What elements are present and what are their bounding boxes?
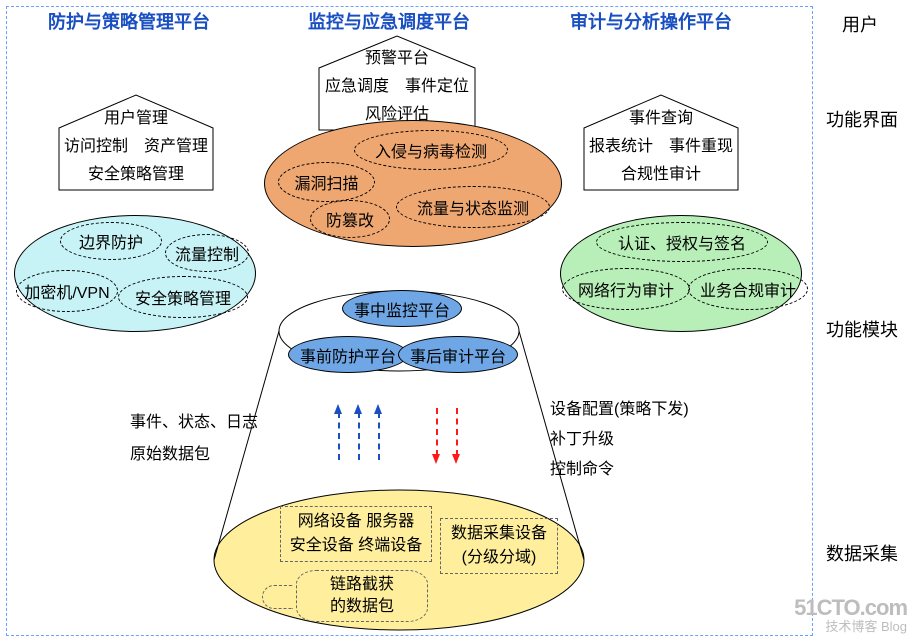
- item-sec-policy: 安全策略管理: [118, 276, 248, 318]
- left-midtext-0: 事件、状态、日志: [130, 408, 258, 432]
- item-net-audit: 网络行为审计: [562, 268, 690, 310]
- pc-line1: 应急调度 事件定位: [325, 73, 469, 101]
- up-arrow-1-head: [334, 404, 342, 414]
- dn-arrow-2-line: [456, 408, 458, 456]
- platform-during: 事中监控平台: [342, 290, 462, 327]
- box-devices: 网络设备 服务器 安全设备 终端设备: [280, 506, 432, 562]
- box-devices-l1: 安全设备 终端设备: [290, 534, 422, 558]
- box-devices-l0: 网络设备 服务器: [298, 510, 414, 534]
- left-midtext-1: 原始数据包: [130, 440, 210, 464]
- pentagon-right: 事件查询 报表统计 事件重现 合规性审计: [584, 106, 738, 188]
- pentagon-center: 预警平台 应急调度 事件定位 风险评估: [319, 46, 475, 128]
- pentagon-left: 用户管理 访问控制 资产管理 安全策略管理: [59, 106, 213, 188]
- side-user: 用户: [842, 11, 878, 37]
- pl-line2: 安全策略管理: [88, 161, 184, 189]
- pr-line1: 报表统计 事件重现: [589, 133, 733, 161]
- pl-line0: 用户管理: [104, 105, 168, 133]
- up-arrow-2-line: [358, 412, 360, 460]
- header-audit: 审计与分析操作平台: [570, 8, 732, 34]
- right-midtext-1: 补丁升级: [550, 425, 614, 449]
- pr-line2: 合规性审计: [621, 161, 701, 189]
- item-biz-audit: 业务合规审计: [688, 268, 808, 310]
- up-arrow-3-line: [378, 412, 380, 460]
- side-ui: 功能界面: [826, 106, 898, 132]
- box-link-capture: 链路截获 的数据包: [296, 570, 428, 622]
- wm-sub: 技术博客 Blog: [794, 620, 907, 635]
- up-arrow-3-head: [374, 404, 382, 414]
- dn-arrow-2-head: [452, 454, 460, 464]
- side-collect: 数据采集: [826, 540, 898, 566]
- wm-brand: 51CTO.com: [794, 595, 907, 620]
- pc-line0: 预警平台: [365, 45, 429, 73]
- box-collect-l1: (分级分域): [462, 546, 537, 570]
- item-flow-ctrl: 流量控制: [165, 234, 249, 272]
- dn-arrow-1-head: [432, 454, 440, 464]
- right-midtext-0: 设备配置(策略下发): [550, 395, 689, 419]
- item-edge-protect: 边界防护: [60, 222, 162, 260]
- lc-connector: [262, 585, 293, 609]
- item-ids-virus: 入侵与病毒检测: [354, 130, 508, 170]
- header-protect: 防护与策略管理平台: [48, 8, 210, 34]
- item-auth-sign: 认证、授权与签名: [596, 222, 768, 262]
- up-arrow-1-line: [338, 412, 340, 460]
- item-crypto-vpn: 加密机/VPN: [16, 270, 118, 312]
- pl-line1: 访问控制 资产管理: [64, 133, 208, 161]
- box-collect: 数据采集设备 (分级分域): [440, 518, 558, 574]
- platform-after: 事后审计平台: [398, 336, 518, 373]
- platform-before: 事前防护平台: [288, 336, 408, 373]
- item-vuln-scan: 漏洞扫描: [278, 162, 375, 202]
- side-modules: 功能模块: [826, 316, 898, 342]
- pr-line0: 事件查询: [629, 105, 693, 133]
- lc-l1: 的数据包: [330, 596, 394, 618]
- up-arrow-2-head: [354, 404, 362, 414]
- box-collect-l0: 数据采集设备: [451, 522, 547, 546]
- lc-l0: 链路截获: [330, 574, 394, 596]
- header-monitor: 监控与应急调度平台: [308, 8, 470, 34]
- watermark: 51CTO.com 技术博客 Blog: [794, 595, 907, 635]
- item-anti-tamper: 防篡改: [310, 200, 390, 238]
- item-traffic-state: 流量与状态监测: [396, 186, 550, 228]
- right-midtext-2: 控制命令: [550, 455, 614, 479]
- dn-arrow-1-line: [436, 408, 438, 456]
